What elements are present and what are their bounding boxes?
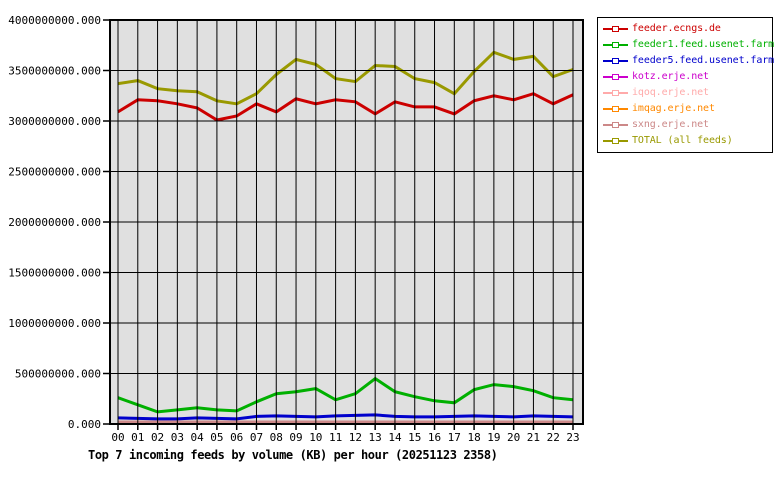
y-tick-label: 1000000000.000 [8,317,101,330]
legend-point-marker-icon [612,138,619,144]
x-tick-label: 13 [369,431,382,444]
x-tick-label: 02 [151,431,164,444]
legend-point-marker-icon [612,122,619,128]
y-tick-label: 0.000 [68,418,101,431]
legend-line-sample-icon [603,41,628,49]
y-tick-label: 3500000000.000 [8,65,101,78]
legend-item: feeder5.feed.usenet.farm [603,54,775,68]
x-tick-label: 16 [428,431,441,444]
x-tick-label: 06 [230,431,243,444]
legend-line-sample-icon [603,89,628,97]
legend-point-marker-icon [612,106,619,112]
x-tick-label: 07 [250,431,263,444]
x-tick-label: 12 [349,431,362,444]
y-tick-label: 4000000000.000 [8,14,101,27]
legend-label: kotz.erje.net [632,71,709,82]
legend-label: feeder1.feed.usenet.farm [632,39,775,50]
legend-item: imqag.erje.net [603,102,772,116]
legend-item: TOTAL (all feeds) [603,134,772,148]
legend-item: sxng.erje.net [603,118,772,132]
series-line-total-all-feeds- [117,50,574,106]
legend-line-sample-icon [603,121,628,129]
x-tick-label: 05 [210,431,223,444]
chart-title: Top 7 incoming feeds by volume (KB) per … [88,448,498,462]
x-tick-label: 09 [289,431,302,444]
x-tick-label: 10 [309,431,322,444]
x-tick-label: 03 [171,431,184,444]
x-tick-label: 08 [270,431,283,444]
series-line-feeder5-feed-usenet-farm [117,413,574,421]
series-line-feeder-ecngs-de [117,92,574,122]
x-tick-label: 14 [388,431,402,444]
legend-item: feeder1.feed.usenet.farm [603,38,775,52]
legend-item: kotz.erje.net [603,70,772,84]
x-tick-label: 20 [507,431,520,444]
legend-line-sample-icon [603,73,628,81]
legend-item: iqoq.erje.net [603,86,772,100]
legend-label: TOTAL (all feeds) [632,135,733,146]
y-tick-label: 1500000000.000 [8,267,101,280]
x-tick-label: 11 [329,431,342,444]
legend-line-sample-icon [603,57,628,65]
y-tick-label: 2000000000.000 [8,216,101,229]
legend-line-sample-icon [603,137,628,145]
legend-point-marker-icon [612,74,619,80]
y-tick-label: 2500000000.000 [8,166,101,179]
x-tick-label: 17 [448,431,461,444]
legend-point-marker-icon [612,26,619,32]
chart-legend: feeder.ecngs.de feeder1.feed.usenet.farm f… [597,17,775,153]
legend-point-marker-icon [612,42,619,48]
x-tick-label: 22 [547,431,560,444]
legend-point-marker-icon [612,90,619,96]
y-tick-label: 3000000000.000 [8,115,101,128]
x-tick-label: 15 [408,431,421,444]
x-tick-label: 21 [527,431,540,444]
x-tick-label: 18 [467,431,480,444]
y-tick-label: 500000000.000 [15,368,101,381]
x-tick-label: 23 [566,431,579,444]
legend-label: iqoq.erje.net [632,87,709,98]
legend-label: feeder.ecngs.de [632,23,721,34]
legend-line-sample-icon [603,105,628,113]
legend-point-marker-icon [612,58,619,64]
x-tick-label: 01 [131,431,144,444]
legend-label: sxng.erje.net [632,119,709,130]
x-tick-label: 19 [487,431,500,444]
x-tick-label: 00 [111,431,124,444]
legend-item: feeder.ecngs.de [603,22,772,36]
legend-label: feeder5.feed.usenet.farm [632,55,775,66]
x-tick-label: 04 [191,431,205,444]
legend-label: imqag.erje.net [632,103,715,114]
series-line-feeder1-feed-usenet-farm [117,376,574,414]
legend-line-sample-icon [603,25,628,33]
